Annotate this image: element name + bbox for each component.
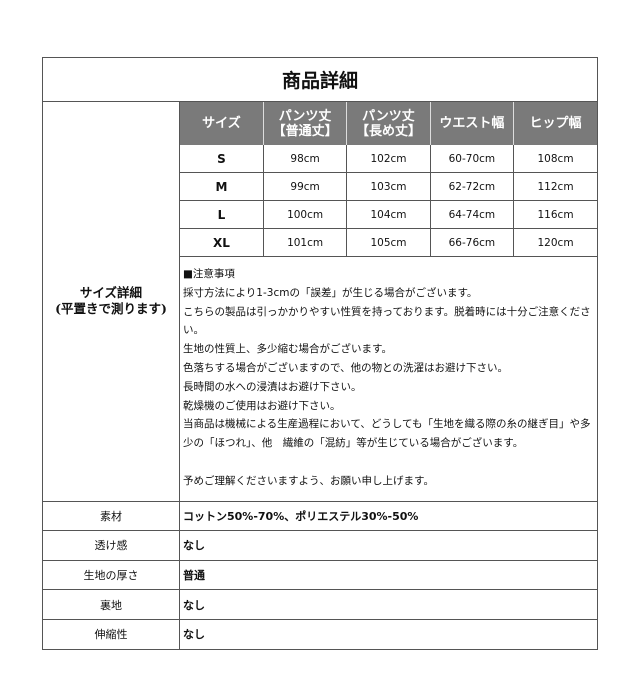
note-line: 長時間の水への浸漬はお避け下さい。: [183, 380, 362, 393]
note-line: 採寸方法により1-3cmの「誤差」が生じる場合がございます。: [183, 286, 478, 299]
note-line: 生地の性質上、多少縮む場合がございます。: [183, 343, 392, 356]
note-line: 乾燥機のご使用はお避け下さい。: [183, 399, 341, 412]
size-cell: L: [180, 200, 264, 229]
column-header: サイズ: [180, 102, 264, 145]
column-header: ウエスト幅: [430, 102, 515, 145]
attribute-row: 裏地 なし: [43, 590, 597, 620]
size-section: サイズ詳細 (平置きで測ります) サイズ パンツ丈 【普通丈】 パンツ丈 【長め丈】 ウエ…: [43, 102, 597, 502]
measurement-cell: 60-70cm: [430, 145, 515, 173]
note-line: [183, 453, 597, 472]
measurement-cell: 120cm: [513, 228, 597, 257]
column-header: ヒップ幅: [513, 102, 597, 145]
size-label-line: (平置きで測ります): [55, 301, 167, 317]
measurement-cell: 100cm: [263, 200, 348, 229]
size-cell: M: [180, 172, 264, 201]
measurement-cell: 66-76cm: [430, 228, 515, 257]
measurement-cell: 62-72cm: [430, 172, 515, 201]
attribute-value: なし: [183, 598, 205, 612]
measurement-cell: 108cm: [513, 145, 597, 173]
column-header-line: パンツ丈: [278, 108, 332, 124]
measurement-cell: 98cm: [263, 145, 348, 173]
measurement-cell: 112cm: [513, 172, 597, 201]
measurement-cell: 102cm: [346, 145, 431, 173]
table-row: XL 101cm 105cm 66-76cm 120cm: [180, 228, 597, 257]
size-table: サイズ パンツ丈 【普通丈】 パンツ丈 【長め丈】 ウエスト幅 ヒップ幅 S 98cm 102c…: [180, 102, 597, 257]
column-header-line: 【普通丈】: [272, 123, 338, 139]
measurement-cell: 103cm: [346, 172, 431, 201]
size-cell: XL: [180, 228, 264, 257]
page-title: 商品詳細: [43, 58, 597, 102]
measurement-cell: 116cm: [513, 200, 597, 229]
attribute-label: 裏地: [43, 590, 180, 619]
attribute-label: 伸縮性: [43, 619, 180, 649]
table-row: L 100cm 104cm 64-74cm 116cm: [180, 200, 597, 229]
measurement-cell: 99cm: [263, 172, 348, 201]
note-line: 予めご理解くださいますよう、お願い申し上げます。: [183, 474, 434, 487]
column-header-line: 【長め丈】: [355, 123, 421, 139]
note-line: 当商品は機械による生産過程において、どうしても「生地を織る際の糸の継ぎ目」や多少…: [183, 418, 591, 450]
table-row: M 99cm 103cm 62-72cm 112cm: [180, 172, 597, 201]
size-label-line: サイズ詳細: [79, 285, 143, 301]
column-header-line: サイズ: [202, 116, 241, 131]
attribute-row: 透け感 なし: [43, 531, 597, 561]
product-detail-table: 商品詳細 サイズ詳細 (平置きで測ります) サイズ パンツ丈 【普通丈】 パンツ丈 【長…: [42, 57, 598, 650]
column-header: パンツ丈 【長め丈】: [346, 102, 431, 145]
attribute-row: 伸縮性 なし: [43, 619, 597, 649]
attribute-row: 素材 コットン50%-70%、ポリエステル30%-50%: [43, 501, 597, 532]
column-header-line: パンツ丈: [362, 108, 415, 124]
size-section-label: サイズ詳細 (平置きで測ります): [43, 102, 180, 501]
note-line: 色落ちする場合がございますので、他の物との洗濯はお避け下さい。: [183, 361, 508, 374]
measurement-cell: 64-74cm: [430, 200, 515, 229]
note-line: ■注意事項: [183, 268, 235, 280]
size-cell: S: [180, 145, 264, 173]
attribute-label: 透け感: [43, 531, 180, 560]
column-header-line: ウエスト幅: [439, 116, 505, 131]
column-header-line: ヒップ幅: [529, 116, 582, 131]
attribute-value: 普通: [183, 569, 205, 583]
notes: ■注意事項採寸方法により1-3cmの「誤差」が生じる場合がございます。こちらの製…: [180, 257, 597, 501]
attribute-label: 素材: [43, 501, 180, 531]
measurement-cell: 104cm: [346, 200, 431, 229]
attribute-label: 生地の厚さ: [43, 560, 180, 590]
column-header: パンツ丈 【普通丈】: [263, 102, 348, 145]
table-row: S 98cm 102cm 60-70cm 108cm: [180, 145, 597, 173]
note-line: こちらの製品は引っかかりやすい性質を持っております。脱着時には十分ご注意ください…: [183, 305, 591, 337]
attribute-row: 生地の厚さ 普通: [43, 560, 597, 591]
measurement-cell: 105cm: [346, 228, 431, 257]
attribute-value: コットン50%-70%、ポリエステル30%-50%: [183, 509, 419, 523]
measurement-cell: 101cm: [263, 228, 348, 257]
attribute-value: なし: [183, 628, 205, 642]
attribute-value: なし: [183, 539, 205, 553]
